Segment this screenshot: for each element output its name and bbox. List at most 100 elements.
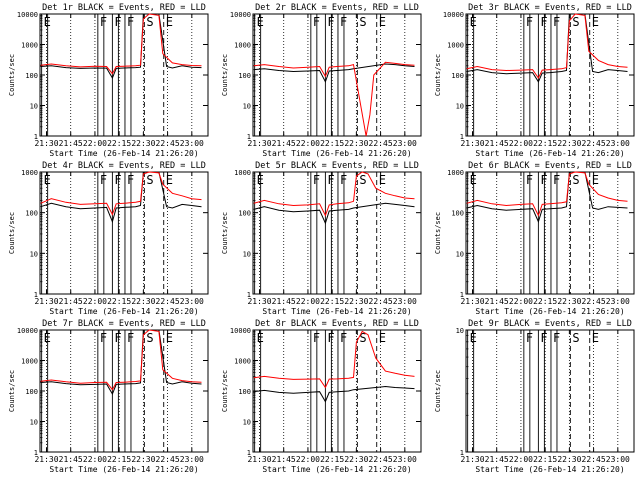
x-tick-label: 22:00	[509, 139, 533, 148]
y-tick-label: 1000	[447, 42, 464, 50]
marker-label: F	[553, 331, 560, 345]
x-tick-label: 22:15	[533, 455, 557, 464]
panel-title: Det 5r BLACK = Events, RED = LLD	[255, 161, 419, 171]
x-tick-label: 21:30	[34, 139, 58, 148]
series-line-lld	[466, 13, 628, 79]
x-axis-label: Start Time (26-Feb-14 21:26:20)	[475, 149, 624, 158]
x-tick-label: 22:30	[344, 297, 368, 306]
x-tick-label: 23:00	[180, 455, 204, 464]
marker-label: E	[166, 173, 173, 187]
x-tick-label: 21:45	[59, 139, 83, 148]
y-tick-label: 10	[243, 103, 251, 111]
x-tick-label: 22:45	[582, 455, 606, 464]
panel-7: Det 7r BLACK = Events, RED = LLD 21:30 21:…	[8, 319, 209, 474]
x-tick-label: 21:30	[34, 297, 58, 306]
marker-label: S	[146, 173, 153, 187]
y-tick-label: 10	[30, 103, 38, 111]
panel-title: Det 8r BLACK = Events, RED = LLD	[255, 319, 419, 329]
x-tick-label: 21:45	[272, 297, 296, 306]
marker-label: F	[127, 331, 134, 345]
x-tick-label: 21:45	[272, 139, 296, 148]
marker-label: E	[379, 173, 386, 187]
y-tick-label: 1000	[21, 42, 38, 50]
plot-frame	[39, 13, 209, 137]
y-tick-label: 1	[460, 449, 464, 457]
y-tick-label: 1	[247, 449, 251, 457]
marker-label: F	[127, 15, 134, 29]
marker-label: E	[44, 331, 51, 345]
marker-label: F	[313, 331, 320, 345]
series-line-events	[40, 13, 202, 80]
x-tick-label: 22:15	[320, 139, 344, 148]
y-tick-label: 10000	[17, 327, 38, 335]
x-tick-label: 22:00	[509, 455, 533, 464]
x-tick-label: 21:30	[34, 455, 58, 464]
marker-label: E	[592, 173, 599, 187]
x-tick-label: 22:30	[131, 297, 155, 306]
x-tick-label: 22:30	[131, 139, 155, 148]
y-tick-label: 1	[34, 291, 38, 299]
y-tick-label: 100	[238, 388, 251, 396]
series-line-lld	[253, 61, 415, 137]
x-tick-label: 22:00	[296, 455, 320, 464]
plot-frame	[39, 171, 209, 295]
y-tick-label: 10	[30, 250, 38, 258]
y-tick-label: 10	[456, 103, 464, 111]
y-tick-label: 100	[25, 210, 38, 218]
x-tick-label: 22:45	[369, 139, 393, 148]
panel-title: Det 9r BLACK = Events, RED = LLD	[468, 319, 632, 329]
marker-label: S	[572, 173, 579, 187]
marker-label: F	[340, 15, 347, 29]
y-tick-label: 100	[451, 210, 464, 218]
x-tick-label: 21:45	[485, 297, 509, 306]
x-tick-label: 22:30	[557, 297, 581, 306]
x-tick-label: 21:45	[485, 139, 509, 148]
plot-frame	[39, 329, 209, 453]
marker-label: E	[379, 15, 386, 29]
x-tick-label: 21:30	[460, 455, 484, 464]
plot-frame	[465, 329, 635, 453]
x-tick-label: 21:45	[59, 297, 83, 306]
x-tick-label: 22:45	[582, 139, 606, 148]
y-tick-label: 1	[247, 291, 251, 299]
series-line-events	[40, 171, 202, 224]
marker-label: F	[540, 173, 547, 187]
y-tick-label: 1000	[447, 169, 464, 177]
marker-label: F	[100, 331, 107, 345]
marker-label: S	[359, 173, 366, 187]
x-tick-label: 23:00	[606, 455, 630, 464]
series-line-events	[466, 13, 628, 83]
series-line-events	[466, 171, 628, 224]
marker-label: F	[526, 173, 533, 187]
x-tick-label: 22:30	[131, 455, 155, 464]
y-tick-label: 100	[25, 72, 38, 80]
y-tick-label: 10	[243, 419, 251, 427]
x-tick-label: 23:00	[393, 455, 417, 464]
y-tick-label: 1000	[234, 42, 251, 50]
marker-label: E	[470, 173, 477, 187]
marker-label: S	[359, 15, 366, 29]
x-tick-label: 22:30	[557, 455, 581, 464]
plot-frame	[465, 171, 635, 295]
y-axis-label: Counts/sec	[434, 212, 442, 254]
x-tick-label: 22:45	[582, 297, 606, 306]
y-axis-label: Counts/sec	[221, 54, 229, 96]
panel-3: Det 3r BLACK = Events, RED = LLD 21:30 21:…	[434, 3, 635, 158]
marker-label: E	[257, 331, 264, 345]
series-line-lld	[40, 13, 202, 75]
y-tick-label: 1000	[21, 169, 38, 177]
x-tick-label: 22:45	[369, 455, 393, 464]
marker-label: F	[327, 15, 334, 29]
series-line-events	[253, 385, 415, 403]
series-line-lld	[253, 330, 415, 389]
x-tick-label: 22:45	[156, 139, 180, 148]
marker-label: E	[257, 15, 264, 29]
marker-label: F	[553, 15, 560, 29]
panel-9: Det 9r BLACK = Events, RED = LLD 21:30 21:…	[434, 319, 635, 474]
y-tick-label: 1	[247, 133, 251, 141]
panel-4: Det 4r BLACK = Events, RED = LLD 21:30 21:…	[8, 161, 209, 316]
x-tick-label: 22:15	[320, 455, 344, 464]
x-tick-label: 23:00	[393, 297, 417, 306]
marker-label: F	[114, 331, 121, 345]
